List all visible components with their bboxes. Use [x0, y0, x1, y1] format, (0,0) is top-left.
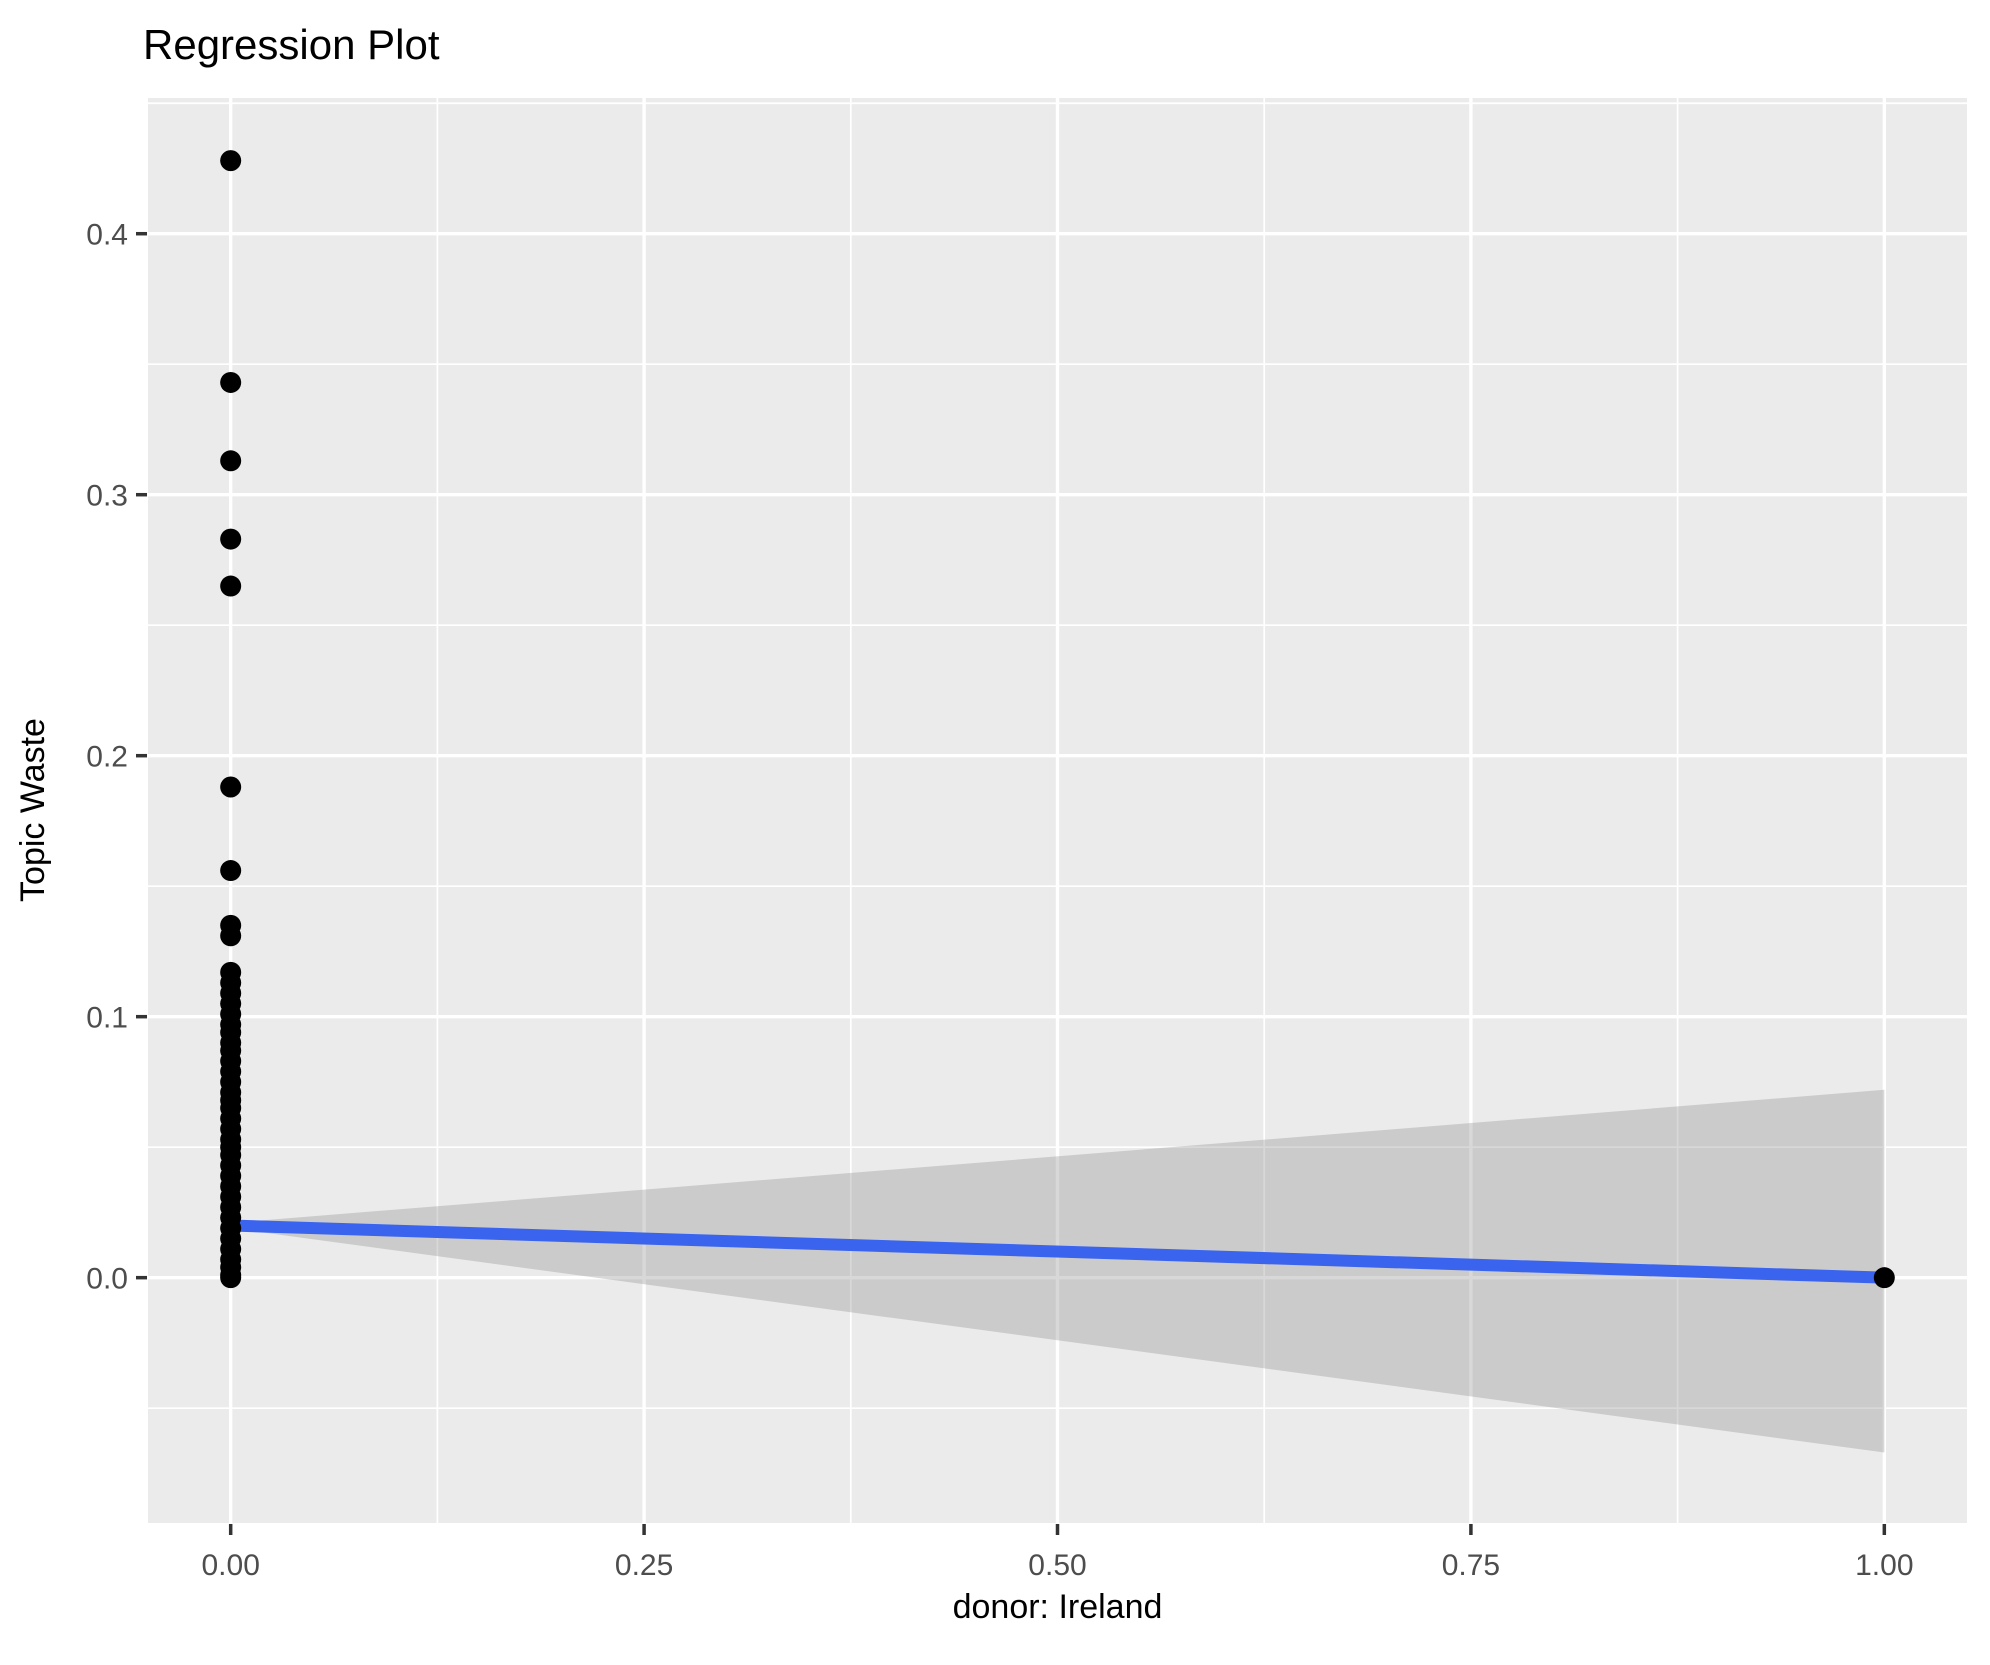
scatter-point	[220, 860, 242, 882]
x-axis-title: donor: Ireland	[952, 1588, 1163, 1626]
scatter-point	[220, 925, 242, 947]
x-tick-label: 0.00	[201, 1549, 259, 1582]
scatter-point	[220, 776, 242, 798]
scatter-point	[220, 150, 242, 172]
y-axis-title: Topic Waste	[14, 718, 52, 902]
scatter-point	[220, 1267, 242, 1289]
scatter-point	[220, 371, 242, 393]
x-tick-label: 1.00	[1855, 1549, 1913, 1582]
scatter-point	[220, 450, 242, 472]
scatter-point	[220, 528, 242, 550]
plot-title: Regression Plot	[143, 21, 440, 68]
regression-line	[230, 1219, 1885, 1284]
x-tick-label: 0.50	[1028, 1549, 1086, 1582]
y-tick-label: 0.1	[86, 1002, 128, 1035]
scatter-point	[220, 575, 242, 597]
y-tick-label: 0.3	[86, 480, 128, 513]
y-tick-label: 0.0	[86, 1263, 128, 1296]
x-tick-label: 0.25	[615, 1549, 673, 1582]
confidence-band	[230, 1089, 1885, 1453]
y-tick-label: 0.2	[86, 741, 128, 774]
scatter-point	[1873, 1267, 1895, 1289]
y-tick-label: 0.4	[86, 219, 128, 252]
x-tick-label: 0.75	[1442, 1549, 1500, 1582]
